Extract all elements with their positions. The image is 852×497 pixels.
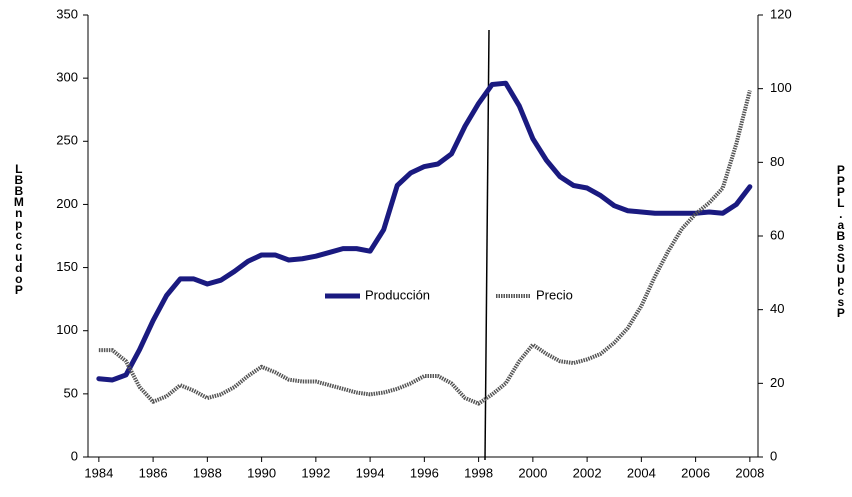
y2-tick-label: 40 [770, 301, 784, 316]
y2-tick-label: 120 [770, 6, 792, 21]
x-tick-label: 2000 [518, 465, 547, 480]
legend-label: Producción [365, 287, 430, 302]
y2-axis-label: PPPL.aBsSUpcsP [834, 163, 848, 317]
y2-tick-label: 80 [770, 154, 784, 169]
y-tick-label: 250 [56, 133, 78, 148]
x-tick-label: 2004 [627, 465, 656, 480]
y-tick-label: 300 [56, 70, 78, 85]
x-tick-label: 1996 [410, 465, 439, 480]
x-tick-label: 2006 [681, 465, 710, 480]
series-line [98, 90, 752, 406]
x-tick-label: 2008 [735, 465, 764, 480]
y-tick-label: 50 [64, 385, 78, 400]
x-tick-label: 2002 [573, 465, 602, 480]
x-tick-label: 1990 [247, 465, 276, 480]
x-tick-label: 1998 [464, 465, 493, 480]
y2-tick-label: 100 [770, 80, 792, 95]
y-axis-label: LBBMnpccudoP [12, 162, 26, 294]
y-tick-label: 0 [71, 448, 78, 463]
x-tick-label: 1988 [193, 465, 222, 480]
y-tick-label: 200 [56, 196, 78, 211]
legend-label: Precio [536, 287, 573, 302]
y2-tick-label: 60 [770, 227, 784, 242]
x-tick-label: 1984 [84, 465, 113, 480]
x-tick-label: 1986 [139, 465, 168, 480]
annotation-line [484, 29, 490, 461]
x-tick-label: 1994 [356, 465, 385, 480]
y-tick-label: 100 [56, 322, 78, 337]
y-tick-label: 350 [56, 6, 78, 21]
x-tick-label: 1992 [301, 465, 330, 480]
series-line [96, 80, 753, 383]
y2-tick-label: 0 [770, 448, 777, 463]
y-tick-label: 150 [56, 259, 78, 274]
y2-tick-label: 20 [770, 375, 784, 390]
